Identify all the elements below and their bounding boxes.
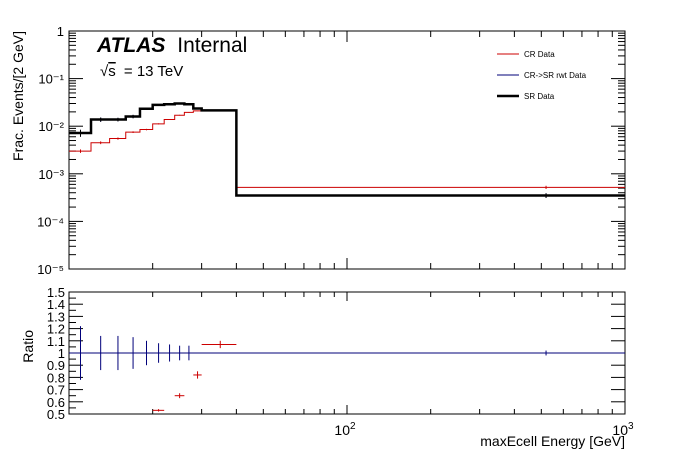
atlas-label-text: ATLAS Internal <box>96 34 247 57</box>
tick-label-base: 10 <box>612 422 628 438</box>
legend-label-sr-data: SR Data <box>524 92 555 101</box>
tick-label-exponent: 3 <box>628 421 634 432</box>
main-y-tick-labels: 10⁻⁵ 10⁻⁴ 10⁻³ 10⁻² 10⁻¹ 1 <box>37 24 65 277</box>
atlas-experiment: ATLAS <box>96 34 165 57</box>
ratio-y-tick-labels: 0.50.60.70.80.911.11.21.31.41.5 <box>47 285 65 422</box>
main-y-tick-label: 10⁻² <box>38 119 64 134</box>
main-y-tick-label: 10⁻³ <box>38 167 64 182</box>
tick-label-exponent: 2 <box>350 421 356 432</box>
series-sr-data <box>69 102 625 199</box>
ratio-x-tick-label: 103 <box>612 421 634 438</box>
ratio-y-axis-label: Ratio <box>20 330 36 363</box>
main-panel: 10⁻⁵ 10⁻⁴ 10⁻³ 10⁻² 10⁻¹ 1 Frac. Events/[2 Ge… <box>10 24 626 277</box>
legend-label-cr-sr-rwt-data: CR->SR rwt Data <box>524 71 587 80</box>
main-series <box>69 102 625 199</box>
ratio-y-tick-label: 0.7 <box>47 383 65 398</box>
ratio-y-tick-label: 1.2 <box>47 322 65 337</box>
ratio-y-tick-label: 1 <box>58 346 65 361</box>
tick-label-base: 10 <box>334 422 350 438</box>
ratio-x-tick-labels: 102 103 <box>334 421 634 438</box>
main-y-tick-label: 10⁻¹ <box>38 72 64 87</box>
legend: CR Data CR->SR rwt Data SR Data <box>497 50 587 101</box>
main-y-tick-label: 1 <box>57 24 64 39</box>
histogram-step-line <box>69 102 625 197</box>
ratio-y-tick-label: 0.8 <box>47 370 65 385</box>
energy-value: = 13 TeV <box>124 63 183 80</box>
ratio-y-tick-label: 1.1 <box>47 334 65 349</box>
ratio-y-tick-label: 1.5 <box>47 285 65 300</box>
atlas-label: ATLAS Internal √s = 13 TeV <box>96 34 247 80</box>
atlas-status: Internal <box>177 34 247 57</box>
x-axis-label: maxEcell Energy [GeV] <box>480 433 625 449</box>
ratio-y-tick-label: 0.6 <box>47 395 65 410</box>
ratio-series <box>69 326 547 412</box>
ratio-series-cr-sr-rwt-data <box>69 326 547 380</box>
legend-label-cr-data: CR Data <box>524 50 555 59</box>
energy-label: √s = 13 TeV <box>100 63 183 80</box>
main-y-axis-label: Frac. Events/[2 GeV] <box>10 31 26 161</box>
main-ticks <box>68 30 626 270</box>
ratio-y-tick-label: 0.5 <box>47 407 65 422</box>
ratio-series-cr-data <box>152 340 237 412</box>
ratio-x-tick-label: 102 <box>334 421 356 438</box>
energy-sqrt-arg: s <box>108 63 116 80</box>
ratio-panel: 0.50.60.70.80.911.11.21.31.41.5 102 103 R… <box>20 285 634 449</box>
ratio-y-tick-label: 1.4 <box>47 297 65 312</box>
ratio-y-tick-label: 0.9 <box>47 358 65 373</box>
main-y-tick-label: 10⁻⁴ <box>37 214 64 229</box>
energy-sqrt-symbol: √ <box>100 63 109 80</box>
ratio-y-tick-label: 1.3 <box>47 309 65 324</box>
main-y-tick-label: 10⁻⁵ <box>37 262 64 277</box>
ratio-ticks <box>68 291 626 415</box>
